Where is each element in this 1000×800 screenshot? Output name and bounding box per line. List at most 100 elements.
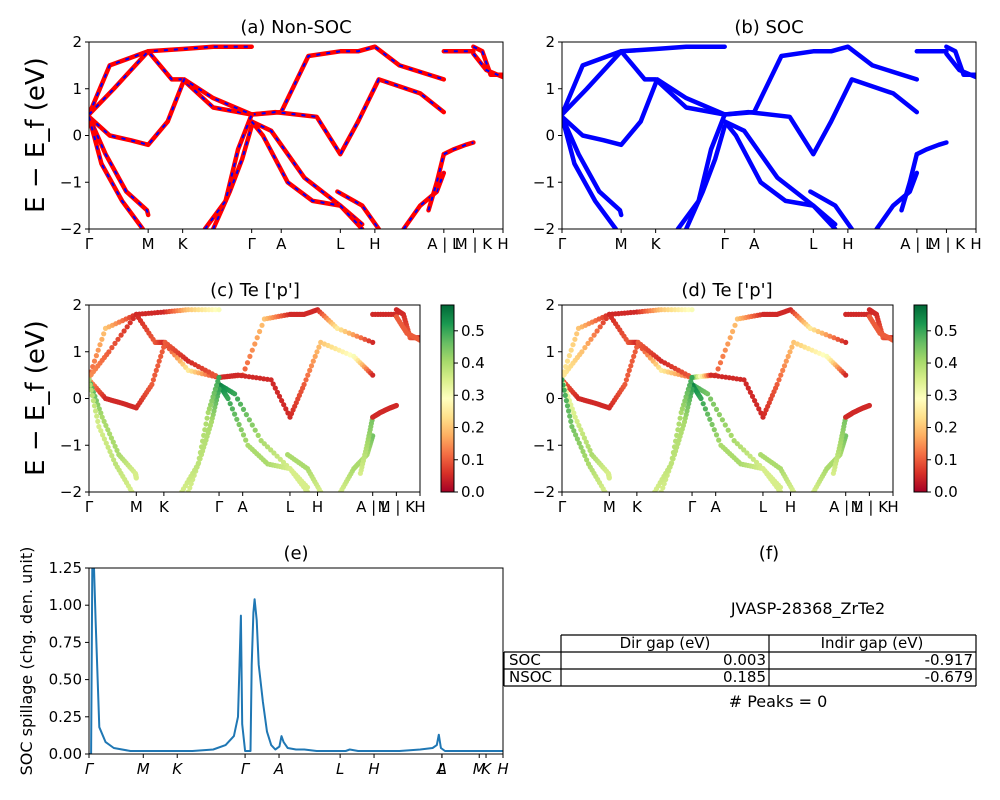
plot-area (562, 307, 893, 492)
band-point (255, 432, 261, 438)
band-point (580, 448, 586, 455)
band-point (582, 453, 588, 459)
colorbar-scale (913, 304, 928, 493)
band-point (258, 438, 264, 444)
y-tick-label: 2 (545, 296, 555, 314)
band-point (318, 489, 324, 492)
x-tick-label: A (238, 498, 249, 516)
band-point (202, 427, 208, 433)
band-point (107, 431, 113, 437)
y-tick-label: 2 (72, 296, 82, 314)
band-point (216, 374, 222, 381)
band-point (566, 353, 573, 359)
band-line (562, 49, 727, 117)
table-cell: -0.917 (925, 651, 973, 669)
panel-b-title: (b) SOC (734, 17, 803, 38)
band-line (562, 77, 727, 148)
band-point (98, 410, 104, 416)
band-point (831, 335, 837, 341)
x-tick-label: M (130, 498, 143, 516)
band-point (93, 408, 99, 414)
band-point (214, 382, 220, 388)
band-point (110, 439, 116, 445)
x-tick-label: H (887, 498, 898, 516)
table-cell: -0.679 (925, 668, 973, 686)
x-tick-label: K (159, 498, 170, 516)
band-point (249, 422, 255, 428)
band-point (242, 366, 248, 372)
band-point (342, 328, 348, 335)
band-point (268, 377, 274, 383)
band-point (684, 390, 690, 396)
band-line (944, 51, 976, 80)
band-point (197, 449, 203, 456)
colorbar-tick-label: 0.0 (461, 483, 485, 501)
band-point (89, 387, 94, 393)
x-tick-label: L (759, 498, 768, 516)
plot-frame (88, 304, 421, 493)
band-point (91, 403, 98, 409)
band-point (839, 338, 845, 344)
band-point (216, 386, 222, 392)
band-point (819, 330, 825, 336)
band-point (204, 415, 210, 421)
colorbar-tick-label: 0.3 (934, 386, 958, 404)
band-point (815, 328, 821, 335)
plot-area (89, 44, 503, 229)
y-tick-label: −2 (533, 220, 555, 238)
band-point (578, 427, 584, 433)
band-point (393, 402, 399, 409)
band-point (237, 401, 244, 407)
band-point (709, 421, 715, 428)
band-point (587, 447, 593, 453)
band-point (570, 342, 576, 348)
y-tick-label: 0.25 (49, 708, 82, 726)
colorbar-tick-label: 0.3 (461, 386, 485, 404)
band-point (681, 402, 687, 408)
table-cell: 0.185 (723, 668, 766, 686)
band-point (261, 441, 267, 447)
y-tick-label: −1 (533, 436, 555, 454)
colorbar-tick-label: 0.5 (461, 322, 485, 340)
band-point (564, 403, 571, 409)
band-point (669, 455, 675, 461)
band-point (632, 349, 638, 355)
x-tick-label: Γ (85, 498, 94, 516)
band-point (198, 444, 205, 450)
plot-frame (88, 567, 504, 755)
band-line (441, 140, 476, 157)
band-point (823, 332, 829, 338)
band-point (597, 324, 603, 330)
y-tick-label: 0.75 (49, 633, 82, 651)
band-point (188, 481, 194, 487)
band-point (562, 392, 568, 398)
band-point (93, 353, 99, 359)
band-line (675, 112, 727, 229)
band-line (914, 140, 949, 157)
x-tick-label: A | L (356, 498, 390, 516)
colorbar-scale (440, 304, 455, 493)
x-tick-label: A (711, 498, 722, 516)
band-point (580, 431, 586, 437)
band-point (622, 381, 628, 388)
band-point (700, 401, 706, 407)
band-point (205, 409, 211, 416)
band-point (227, 401, 233, 407)
band-point (283, 406, 289, 412)
band-point (581, 435, 588, 441)
band-point (89, 392, 95, 398)
y-tick-label: 0 (72, 127, 82, 145)
band-point (566, 408, 572, 414)
band-point (583, 439, 589, 445)
band-point (159, 349, 165, 355)
band-point (843, 339, 849, 345)
band-point (732, 322, 738, 328)
x-tick-label: A (276, 235, 287, 253)
band-line-dashed (251, 78, 445, 157)
band-point (563, 398, 570, 404)
band-line-dashed (472, 53, 503, 79)
colorbar-tick-label: 0.4 (461, 354, 485, 372)
band-point (281, 402, 287, 408)
